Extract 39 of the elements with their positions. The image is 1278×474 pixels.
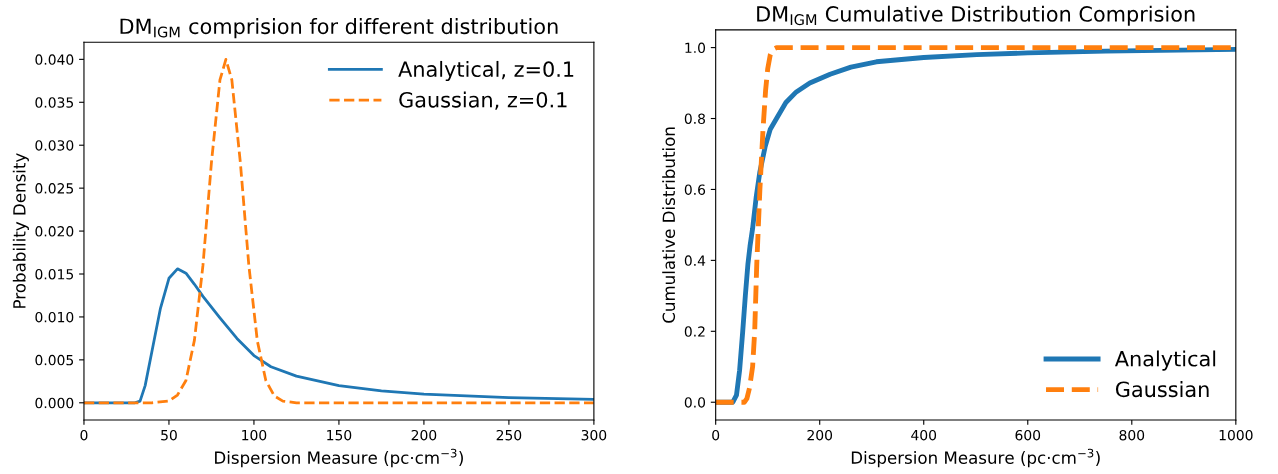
x-tick-label: 100 xyxy=(242,429,267,441)
x-axis-title: Dispersion Measure (pc·cm$^{−3}$) xyxy=(851,448,1100,468)
y-tick-label: 0.015 xyxy=(35,268,74,280)
y-tick-label: 0.0 xyxy=(684,397,706,408)
x-axis-title: Dispersion Measure (pc·cm$^{−3}$) xyxy=(215,448,463,468)
y-tick-label: 0.030 xyxy=(35,140,74,151)
y-tick-label: 0.005 xyxy=(35,354,74,366)
x-tick-label: 50 xyxy=(161,429,177,441)
x-tick-label: 300 xyxy=(581,429,607,441)
y-tick-label: 0.8 xyxy=(684,113,706,124)
y-tick-label: 0.000 xyxy=(35,397,74,409)
x-tick-label: 800 xyxy=(1119,429,1145,441)
y-tick-label: 0.2 xyxy=(684,326,705,337)
y-axis-title: Probability Density xyxy=(12,153,29,308)
y-tick-label: 0.6 xyxy=(684,184,706,195)
x-tick-label: 200 xyxy=(807,429,833,441)
y-tick-label: 1.0 xyxy=(685,42,706,54)
y-tick-label: 0.025 xyxy=(35,183,74,194)
x-tick-label: 200 xyxy=(411,429,437,441)
legend-label: Analytical, z=0.1 xyxy=(398,60,574,82)
x-tick-label: 1000 xyxy=(1219,429,1253,441)
y-tick-label: 0.010 xyxy=(35,311,74,323)
legend-label: Analytical xyxy=(1114,350,1216,371)
y-tick-label: 0.4 xyxy=(684,255,706,266)
x-tick-label: 150 xyxy=(327,429,352,441)
legend-label: Gaussian xyxy=(1115,381,1209,398)
x-tick-label: 600 xyxy=(1015,429,1041,441)
y-tick-label: 0.040 xyxy=(35,54,74,65)
y-axis-title: Cumulative Distribution xyxy=(662,127,676,323)
x-tick-label: 250 xyxy=(496,429,522,441)
line-series xyxy=(83,57,594,405)
x-tick-label: 0 xyxy=(80,429,88,441)
x-tick-label: 400 xyxy=(911,429,937,441)
y-tick-label: 0.035 xyxy=(35,97,74,108)
legend-label: Gaussian, z=0.1 xyxy=(399,91,567,110)
chart-title: DM$_{IGM}$ Cumulative Distribution Comprision xyxy=(757,5,1195,26)
chart-title: DM$_{IGM}$ comprision for different distribution xyxy=(120,18,558,39)
x-tick-label: 0 xyxy=(712,429,720,441)
y-tick-label: 0.020 xyxy=(35,226,74,237)
